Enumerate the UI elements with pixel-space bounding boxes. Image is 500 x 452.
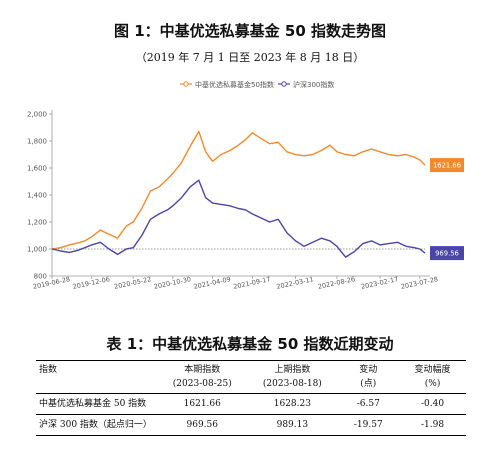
cell-change: -6.57 (356, 399, 380, 409)
series-line-private-fund-50 (51, 130, 426, 250)
cell-current: 969.56 (186, 420, 219, 430)
y-tick-label: 1,800 (27, 138, 47, 146)
cell-change: -19.57 (353, 420, 383, 430)
y-tick-label: 2,000 (27, 111, 47, 119)
figure-subtitle: （2019 年 7 月 1 日至 2023 年 8 月 18 日） (135, 51, 365, 64)
x-tick-label: 2023-02-17 (360, 275, 399, 291)
end-value-label: 1621.66 (433, 162, 461, 170)
cell-current: 1621.66 (183, 399, 221, 409)
x-tick-label: 2022-08-26 (317, 275, 356, 291)
figure-title: 图 1：中基优选私募基金 50 指数走势图 (114, 22, 386, 40)
cell-previous: 1628.23 (273, 399, 311, 409)
legend-label: 沪深300指数 (293, 80, 334, 89)
x-tick-label: 2021-04-09 (193, 275, 232, 291)
cell-change-pct: -0.40 (421, 399, 445, 409)
legend-label: 中基优选私募基金50指数 (195, 80, 274, 89)
table-header-row: 指数 本期指数 (2023-08-25) 上期指数 (2023-08-18) 变动(… (36, 360, 466, 394)
y-tick-label: 1,600 (27, 165, 47, 173)
x-tick-label: 2021-09-17 (233, 275, 272, 291)
y-tick-label: 1,400 (27, 192, 47, 200)
end-label-box (430, 246, 464, 261)
header-change-pct: 变动幅度 (%) (414, 365, 451, 389)
y-tick-label: 800 (34, 273, 47, 281)
cell-previous: 989.13 (276, 420, 309, 430)
x-tick-label: 2020-05-22 (113, 275, 152, 291)
cell-change-pct: -1.98 (421, 420, 445, 430)
header-current: 本期指数 (2023-08-25) (172, 365, 232, 389)
end-value-label: 969.56 (435, 250, 459, 258)
x-tick-label: 2023-07-28 (400, 275, 439, 291)
legend-swatch-marker (281, 81, 287, 87)
series-line-csi300 (51, 179, 426, 258)
table-row: 中基优选私募基金 50 指数 1621.66 1628.23 -6.57 -0.… (36, 394, 466, 415)
header-index: 指数 (39, 365, 58, 375)
legend-swatch-marker (183, 81, 189, 87)
table-title: 表 1：中基优选私募基金 50 指数近期变动 (106, 335, 394, 353)
y-tick-label: 1,200 (27, 219, 47, 227)
index-change-table: 指数 本期指数 (2023-08-25) 上期指数 (2023-08-18) 变动(… (36, 360, 466, 436)
header-previous: 上期指数 (2023-08-18) (262, 365, 322, 389)
table-row: 沪深 300 指数（起点归一） 969.56 989.13 -19.57 -1.… (36, 415, 466, 436)
header-change: 变动 (点) (359, 365, 378, 389)
x-tick-label: 2020-10-30 (153, 275, 192, 291)
y-tick-label: 1,000 (27, 246, 47, 254)
x-tick-label: 2019-12-06 (72, 275, 111, 291)
cell-index-name: 中基优选私募基金 50 指数 (39, 399, 147, 409)
index-line-chart: 中基优选私募基金50指数 沪深300指数 800 1,000 1,200 1,400 1,6… (27, 80, 464, 291)
x-tick-label: 2022-03-11 (276, 275, 315, 291)
end-label-box (430, 158, 464, 173)
cell-index-name: 沪深 300 指数（起点归一） (39, 420, 152, 430)
